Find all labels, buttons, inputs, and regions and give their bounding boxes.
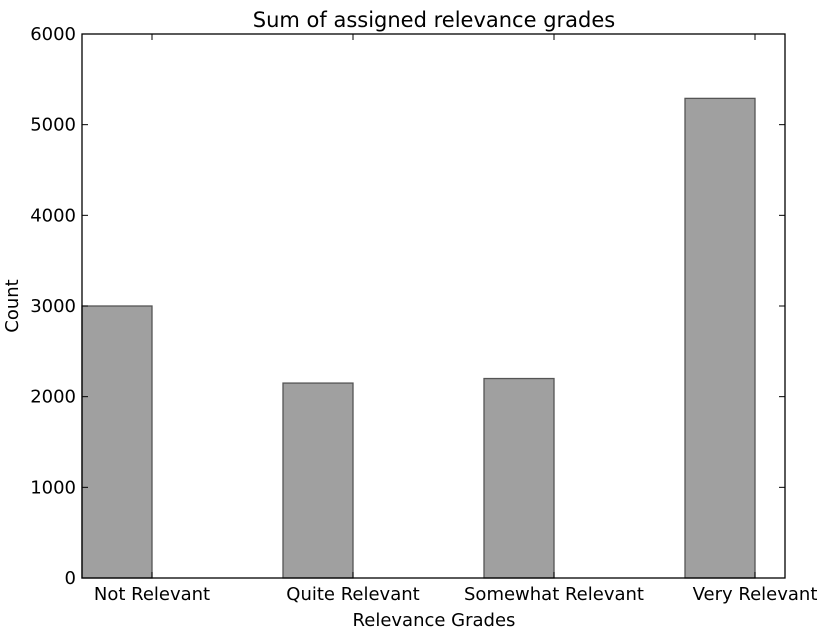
bar-not-relevant	[81, 305, 153, 579]
bar-very-relevant	[684, 97, 756, 579]
bar-somewhat-relevant	[483, 377, 555, 579]
y-tick-label: 5000	[30, 115, 76, 136]
y-tick-label: 6000	[30, 24, 76, 45]
x-tick-label: Somewhat Relevant	[464, 584, 644, 605]
x-tick-label: Quite Relevant	[286, 584, 419, 605]
y-tick-label: 0	[65, 568, 76, 589]
x-axis-label: Relevance Grades	[353, 610, 516, 631]
y-tick-label: 4000	[30, 205, 76, 226]
bar-quite-relevant	[282, 382, 354, 579]
y-axis-label: Count	[2, 279, 23, 332]
y-tick-label: 1000	[30, 477, 76, 498]
y-tick-label: 3000	[30, 296, 76, 317]
ticks-layer: Not Relevant Quite Relevant Somewhat Relev…	[30, 24, 817, 605]
bars-layer	[81, 97, 756, 579]
chart-title: Sum of assigned relevance grades	[253, 8, 615, 32]
y-tick-label: 2000	[30, 387, 76, 408]
x-tick-label: Not Relevant	[94, 584, 210, 605]
plot-frame	[81, 33, 786, 579]
x-tick-label: Very Relevant	[693, 584, 818, 605]
